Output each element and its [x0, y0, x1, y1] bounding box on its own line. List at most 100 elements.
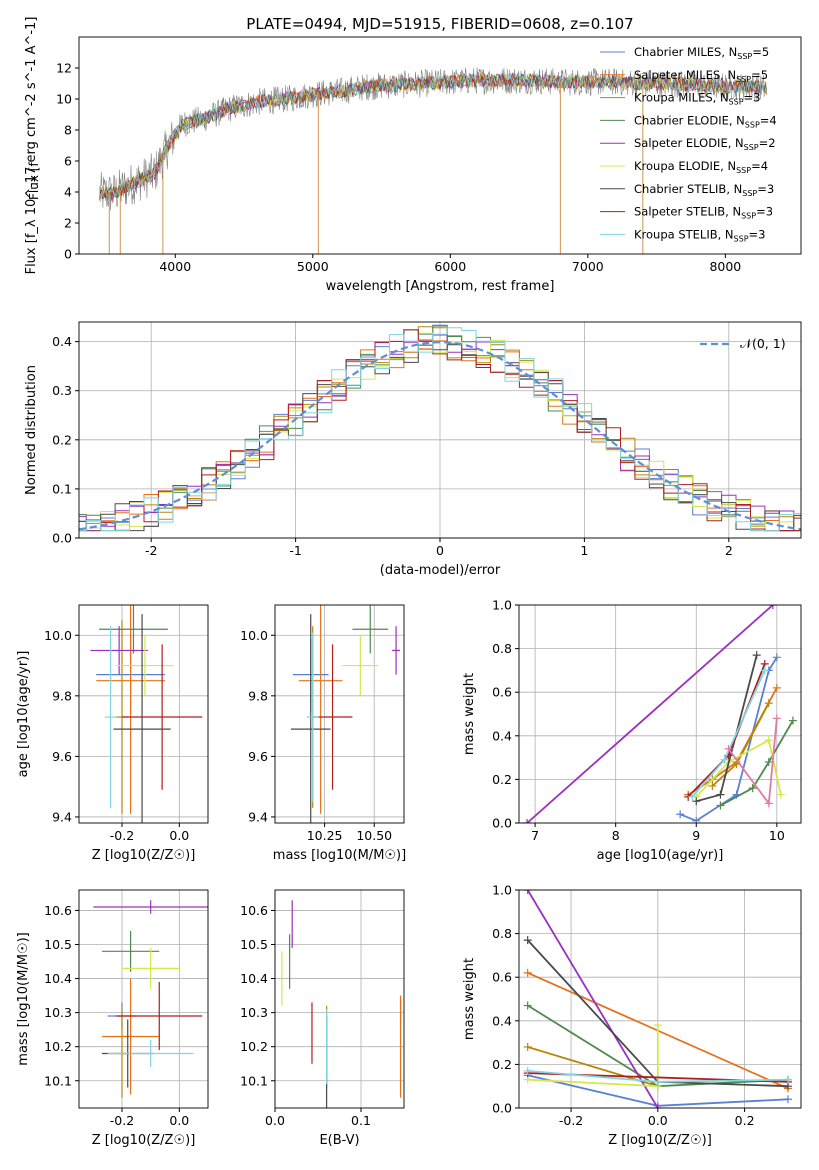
x-tick-label: 0.0	[648, 1113, 668, 1128]
y-tick-label: 10.4	[240, 971, 268, 986]
y-tick-label: 1.0	[492, 598, 512, 613]
weight-marker	[764, 799, 773, 808]
y-tick-label: 2	[64, 216, 72, 231]
y-tick-label: 0.2	[492, 772, 512, 787]
legend-label: Chabrier MILES, NSSP=5	[634, 45, 769, 61]
x-axis-label: Z [log10(Z/Z☉)]	[92, 848, 196, 863]
weight-marker	[653, 1104, 662, 1108]
z_mass-frame	[78, 889, 209, 1109]
mass_age-panel: 10.25 10.50 9.4 9.6 9.8 10.0 mass [log10(M/M☉)…	[240, 604, 406, 863]
y-tick-label: 9.8	[52, 688, 72, 703]
legend-label-n: =3	[749, 227, 766, 241]
legend-label: 𝒩(0, 1)	[740, 336, 786, 351]
weight-marker	[523, 819, 532, 823]
legend-label-sub: SSP	[742, 189, 757, 198]
legend-label-sub: SSP	[745, 120, 760, 129]
legend-label-sub: SSP	[734, 234, 749, 243]
x-axis-label: wavelength [Angstrom, rest frame]	[326, 279, 555, 294]
weight-marker	[776, 790, 785, 799]
weight-marker	[523, 890, 532, 894]
y-tick-label: 0.0	[52, 531, 72, 546]
legend-label-main: Salpeter ELODIE, N	[634, 136, 744, 150]
y-tick-label: 0.3	[52, 383, 72, 398]
z_age-panel: -0.2 0.0 9.4 9.6 9.8 10.0 Z [log10(Z/Z☉)] age […	[16, 604, 209, 863]
z_weight-plot-area	[523, 890, 792, 1108]
y-tick-label: 0.2	[52, 432, 72, 447]
legend-label-main: Chabrier MILES, N	[634, 45, 737, 59]
weight-marker	[653, 1021, 662, 1030]
weight-marker	[523, 1066, 532, 1075]
y-tick-label: 10.5	[240, 937, 268, 952]
legend-label-sub: SSP	[736, 166, 751, 175]
legend-label: Chabrier STELIB, NSSP=3	[634, 182, 774, 198]
spectrum-plot-area	[99, 67, 767, 254]
y-tick-label: 9.6	[52, 749, 72, 764]
histogram-step-line	[79, 334, 801, 532]
y-axis-label: age [log10(age/yr)]	[16, 651, 31, 778]
legend-label-n: =3	[757, 182, 774, 196]
legend-label-main: Kroupa ELODIE, N	[634, 159, 736, 173]
weight-marker	[523, 1001, 532, 1010]
weight-marker	[772, 653, 781, 662]
y-tick-label: 1.0	[492, 883, 512, 898]
age_weight-plot-area	[523, 605, 797, 823]
x-tick-label: -0.2	[559, 1113, 583, 1128]
weight-marker	[760, 666, 769, 675]
y-tick-label: 10.6	[240, 903, 268, 918]
legend-label-sub: SSP	[741, 212, 756, 221]
x-tick-label: 0	[436, 543, 444, 558]
legend-label-sub: SSP	[736, 75, 751, 84]
y-tick-label: 0.1	[52, 481, 72, 496]
x-tick-label: 0.0	[169, 1113, 189, 1128]
weight-marker	[788, 716, 797, 725]
model-fit-line	[99, 72, 767, 198]
x-tick-label: 8	[612, 828, 620, 843]
x-axis-label: Z [log10(Z/Z☉)]	[92, 1133, 196, 1148]
weight-marker	[688, 792, 697, 801]
legend-label-main: Chabrier STELIB, N	[634, 182, 742, 196]
x-axis-label: mass [log10(M/M☉)]	[273, 848, 406, 863]
weight-series-line	[719, 720, 794, 807]
legend-label: Salpeter STELIB, NSSP=3	[634, 205, 773, 221]
legend-label-n: =4	[751, 159, 768, 173]
y-tick-label: 10.5	[44, 937, 72, 952]
legend-label-n: =3	[756, 205, 773, 219]
legend-label: Chabrier ELODIE, NSSP=4	[634, 113, 777, 129]
mass_age-plot-area	[290, 605, 401, 823]
y-tick-label: 0.6	[492, 970, 512, 985]
weight-marker	[523, 936, 532, 945]
residuals-plot-area	[79, 324, 801, 532]
z_weight-panel: -0.2 0.0 0.2 0.0 0.2 0.4 0.6 0.8 1.0 Z [log10(Z/Z…	[462, 883, 802, 1148]
z_mass-plot-area	[93, 900, 208, 1098]
y-tick-label: 9.8	[248, 688, 268, 703]
y-tick-label: 10.6	[44, 903, 72, 918]
y-tick-label: 9.6	[248, 749, 268, 764]
legend-label-sub: SSP	[744, 143, 759, 152]
histogram-step-line	[79, 325, 801, 532]
figure-title: PLATE=0494, MJD=51915, FIBERID=0608, z=0…	[246, 15, 633, 33]
y-tick-label: 10.1	[44, 1073, 72, 1088]
x-axis-label: Z [log10(Z/Z☉)]	[608, 1133, 712, 1148]
weight-marker	[720, 755, 729, 764]
y-axis-label: Flux [f_λ 10^-17 erg cm^-2 s^-1 A^-1]	[24, 17, 39, 275]
x-tick-label: 10	[769, 828, 785, 843]
weight-marker	[752, 651, 761, 660]
x-tick-label: 5000	[297, 259, 329, 274]
ebv_mass-panel: 0.0 0.1 10.1 10.2 10.3 10.4 10.5 10.6 E(B-V)	[240, 889, 405, 1148]
legend-label: Kroupa ELODIE, NSSP=4	[634, 159, 768, 175]
z_mass-panel: -0.2 0.0 10.1 10.2 10.3 10.4 10.5 10.6 Z [log10(…	[16, 889, 209, 1148]
y-tick-label: 10.4	[44, 971, 72, 986]
y-tick-label: 0.4	[492, 1013, 512, 1028]
y-tick-label: 4	[64, 185, 72, 200]
weight-series-line	[526, 890, 659, 1108]
x-axis-label: (data-model)/error	[380, 563, 501, 578]
legend-label-main: Salpeter MILES, N	[634, 68, 736, 82]
weight-marker	[692, 816, 701, 823]
spectrum-frame	[78, 36, 802, 255]
y-tick-label: 6	[64, 154, 72, 169]
y-axis-label: mass weight	[462, 673, 477, 755]
x-tick-label: 0.1	[351, 1113, 371, 1128]
legend-label-main: Chabrier ELODIE, N	[634, 113, 745, 127]
y-tick-label: 10.3	[240, 1005, 268, 1020]
